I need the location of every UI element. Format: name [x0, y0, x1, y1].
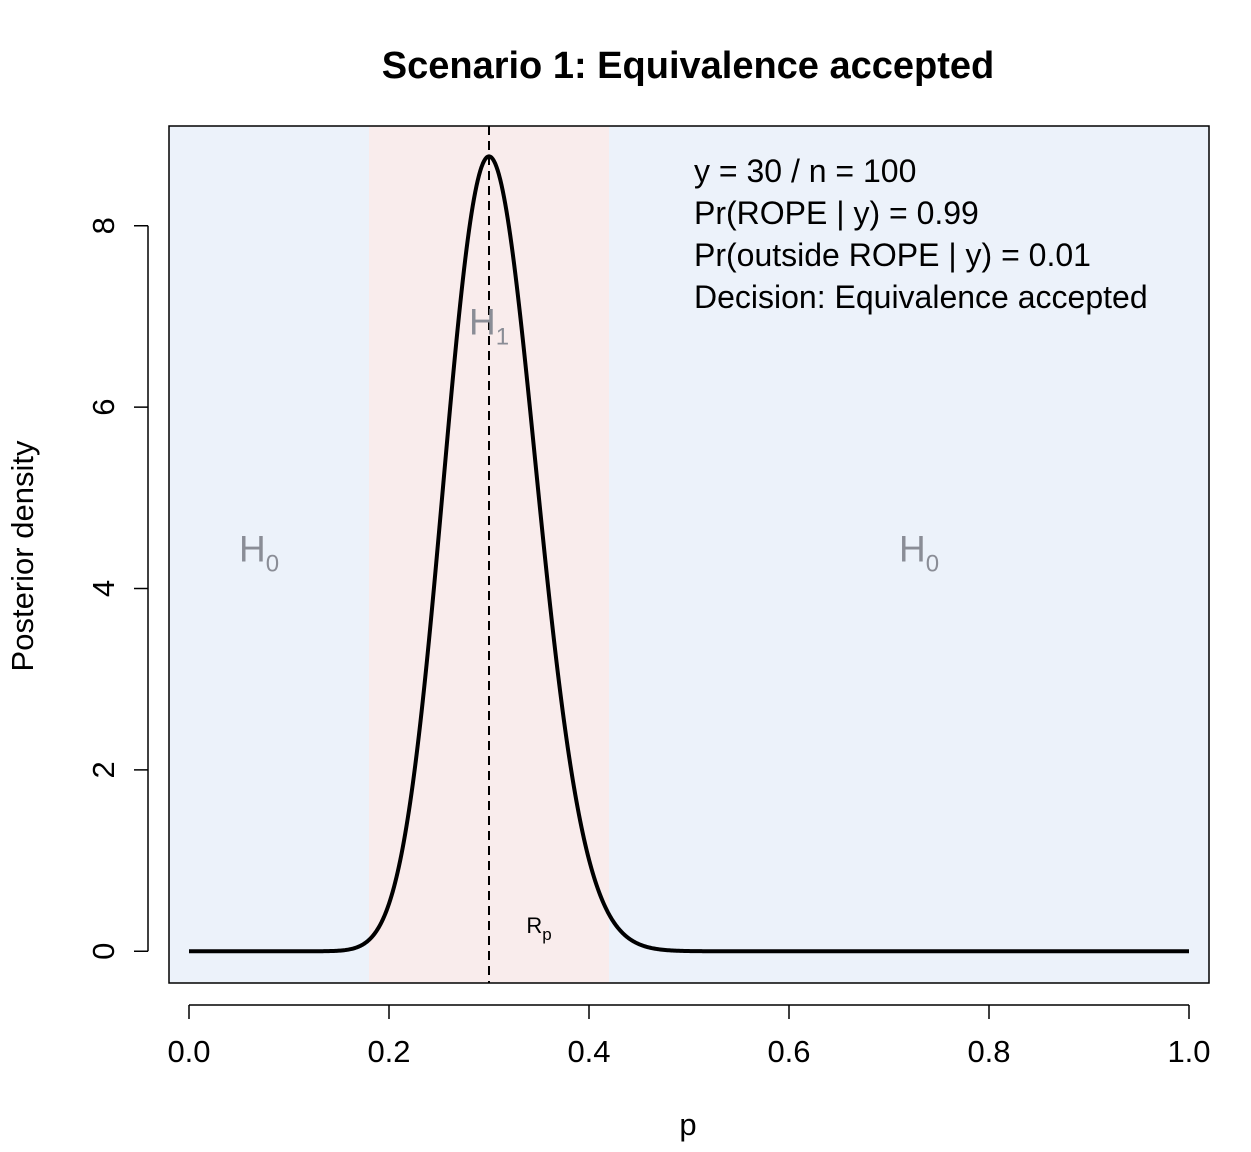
chart-title: Scenario 1: Equivalence accepted — [382, 45, 995, 87]
x-tick-label: 0.6 — [767, 1034, 810, 1069]
y-axis: 0 2 4 6 8 — [86, 217, 149, 960]
x-axis-label: p — [679, 1107, 696, 1142]
region-label-h0_right: H0 — [899, 528, 939, 577]
x-tick-label: 1.0 — [1167, 1034, 1210, 1069]
annotation-block: y = 30 / n = 100 Pr(ROPE | y) = 0.99 Pr(… — [694, 153, 1148, 315]
plot-frame — [168, 125, 1210, 984]
rope-label: Rp — [526, 913, 551, 944]
region-label-h1_mid: H1 — [469, 302, 509, 351]
x-tick-label: 0.8 — [967, 1034, 1010, 1069]
annotation-counts: y = 30 / n = 100 — [694, 153, 916, 189]
density-curve-0 — [188, 154, 1190, 954]
x-axis: 0.0 0.2 0.4 0.6 0.8 1.0 — [167, 1004, 1211, 1069]
region-labels: H0 H1 H0 Rp — [239, 302, 939, 945]
annotation-pr-outside: Pr(outside ROPE | y) = 0.01 — [694, 237, 1091, 273]
outside-rope-region — [169, 126, 1209, 983]
y-tick-label: 2 — [86, 761, 121, 778]
y-tick-label: 8 — [86, 217, 121, 234]
annotation-pr-rope: Pr(ROPE | y) = 0.99 — [694, 195, 979, 231]
y-axis-label: Posterior density — [5, 440, 40, 671]
x-tick-label: 0.0 — [167, 1034, 210, 1069]
annotation-decision: Decision: Equivalence accepted — [694, 279, 1148, 315]
y-tick-label: 4 — [86, 580, 121, 597]
region-label-h0_left: H0 — [239, 528, 279, 577]
x-tick-label: 0.4 — [567, 1034, 610, 1069]
x-tick-label: 0.2 — [367, 1034, 410, 1069]
y-tick-label: 0 — [86, 943, 121, 960]
series-group — [188, 154, 1190, 954]
y-tick-label: 6 — [86, 399, 121, 416]
